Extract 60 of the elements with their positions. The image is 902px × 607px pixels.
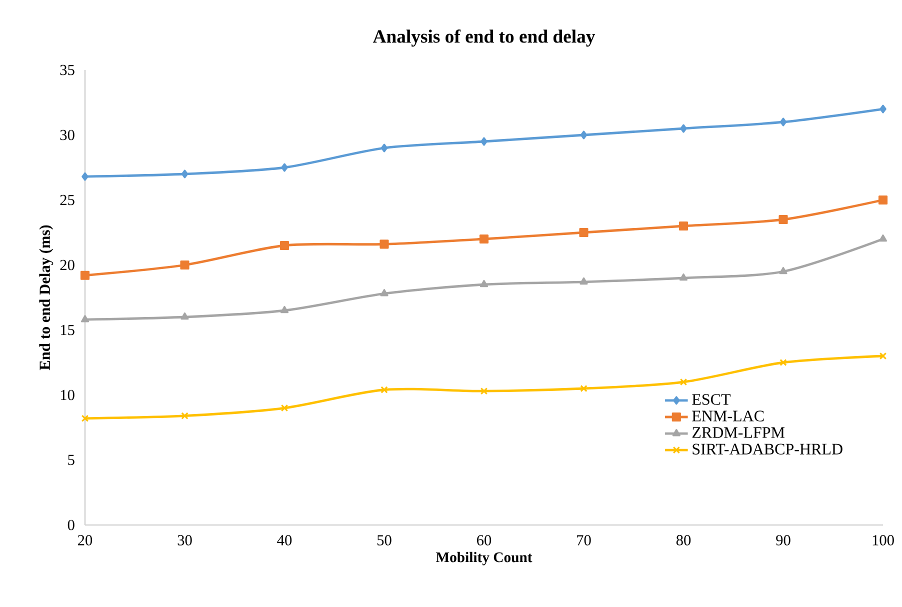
point — [780, 118, 787, 126]
y-tick-label: 15 — [60, 324, 74, 336]
x-tick-label: 30 — [178, 535, 192, 546]
point — [280, 240, 290, 250]
point — [181, 170, 188, 178]
point — [180, 312, 189, 320]
point — [678, 221, 688, 231]
point — [580, 277, 588, 285]
point — [878, 234, 888, 242]
point — [380, 386, 388, 394]
x-tick-label: 20 — [78, 535, 92, 546]
point — [80, 315, 90, 322]
point — [679, 273, 688, 281]
legend-label: ZRDM-LFPM — [692, 427, 785, 438]
y-axis-title: End to end Delay (ms) — [39, 225, 54, 370]
point — [380, 289, 388, 296]
point — [479, 234, 489, 244]
point — [380, 144, 388, 152]
point — [480, 137, 488, 146]
y-tick-label: 25 — [60, 194, 74, 206]
point — [879, 352, 887, 360]
point — [880, 104, 886, 114]
x-tick-label: 90 — [776, 535, 790, 546]
x-tick-label: 80 — [676, 535, 691, 546]
point — [181, 412, 188, 420]
x-tick-label: 100 — [872, 535, 894, 546]
x-axis-title: Mobility Count — [436, 552, 532, 566]
point — [281, 163, 288, 172]
point — [180, 260, 190, 270]
point — [780, 358, 787, 366]
point — [878, 195, 888, 205]
legend-label: SIRT-ADABCP-HRLD — [692, 444, 842, 455]
point — [680, 124, 687, 133]
chart-title: Analysis of end to end delay — [372, 29, 596, 47]
point — [480, 280, 488, 288]
y-tick-label: 30 — [60, 130, 74, 140]
point — [480, 387, 488, 395]
x-tick-label: 60 — [476, 535, 492, 546]
point — [280, 404, 288, 412]
y-tick-label: 5 — [68, 454, 74, 466]
y-tick-label: 10 — [60, 390, 74, 400]
y-tick-label: 20 — [60, 260, 74, 270]
point — [81, 414, 89, 422]
x-tick-label: 40 — [277, 535, 292, 546]
point — [580, 130, 588, 140]
point — [580, 384, 588, 392]
point — [82, 172, 88, 181]
point — [280, 306, 289, 314]
y-tick-label: 0 — [68, 520, 74, 530]
point — [80, 270, 90, 280]
point — [778, 214, 788, 224]
point — [579, 228, 588, 238]
x-tick-label: 50 — [377, 535, 392, 546]
legend-label: ESCT — [692, 394, 731, 405]
point — [380, 240, 389, 249]
y-tick-label: 35 — [60, 64, 74, 76]
point — [779, 266, 788, 274]
legend-label: ENM-LAC — [692, 410, 764, 422]
point — [680, 378, 688, 386]
x-tick-label: 70 — [577, 535, 591, 546]
